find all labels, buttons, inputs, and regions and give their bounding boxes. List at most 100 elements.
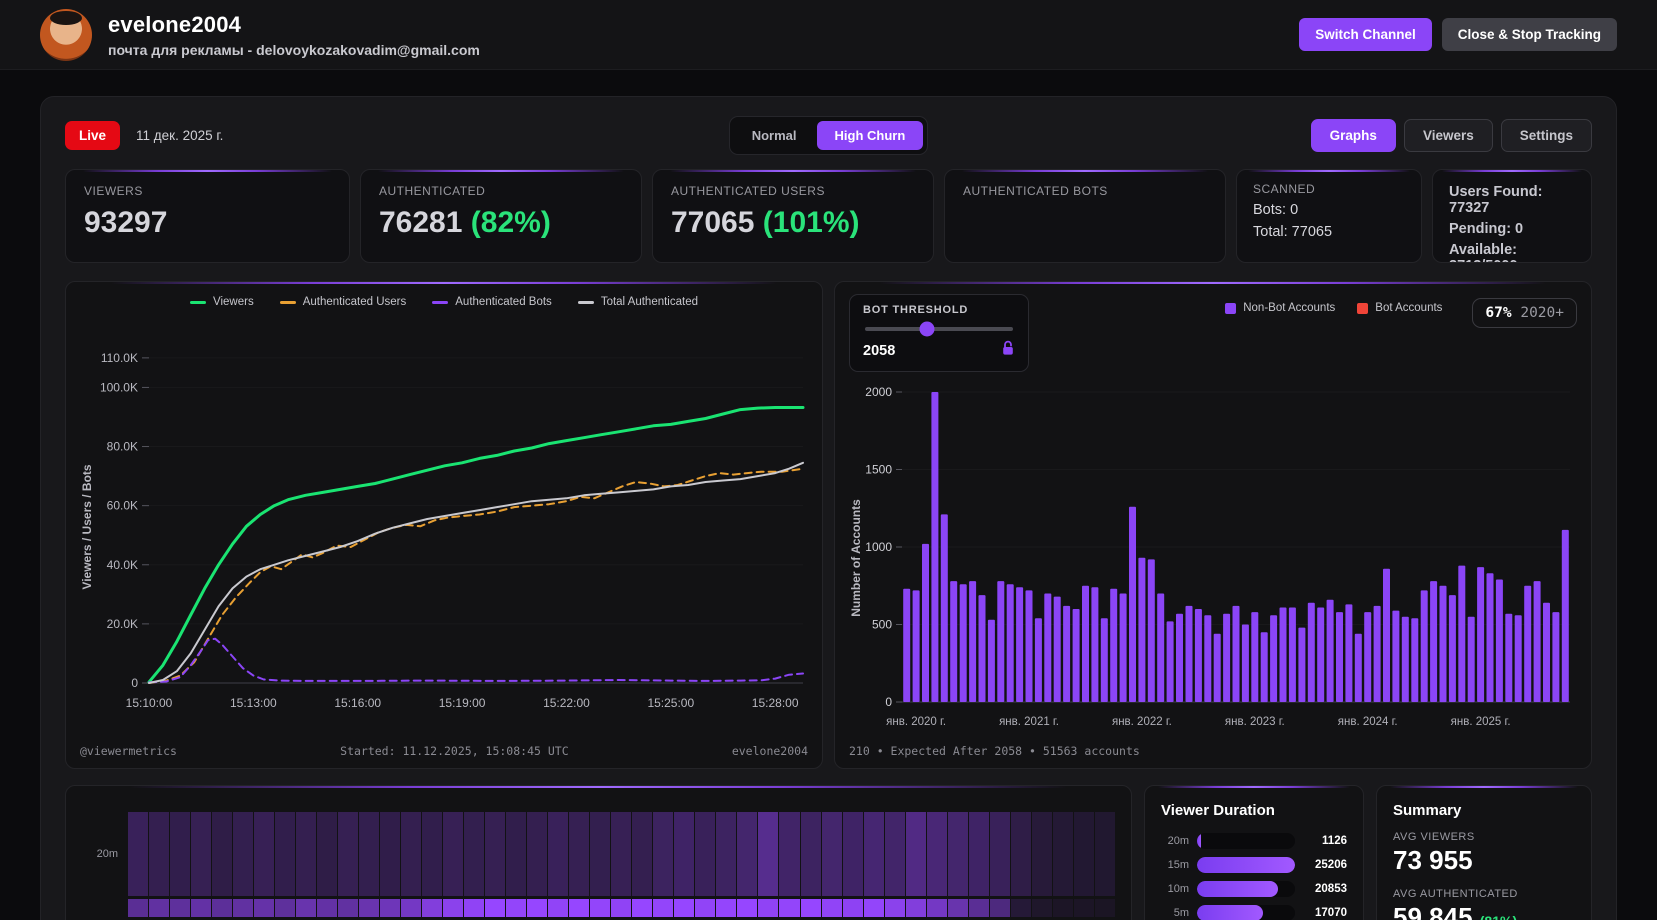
legend-item-non-bot-accounts[interactable]: Non-Bot Accounts [1225, 302, 1335, 314]
duration-value: 17070 [1315, 907, 1347, 919]
heatmap-row-labels: 20m [82, 812, 128, 920]
legend-item-authenticated-bots[interactable]: Authenticated Bots [432, 296, 552, 308]
legend-swatch [1357, 302, 1369, 314]
heatmap-cell [233, 899, 254, 917]
svg-text:Viewers / Users / Bots: Viewers / Users / Bots [80, 464, 94, 590]
heatmap-cell [758, 899, 779, 917]
svg-text:15:13:00: 15:13:00 [230, 696, 277, 710]
expected-accounts-footer: 210 • Expected After 2058 • 51563 accoun… [849, 744, 1140, 758]
heatmap-cell [275, 899, 296, 917]
heatmap-cell [254, 899, 275, 917]
series-viewers [147, 406, 805, 684]
line-chart-svg: 0 20.0K 40.0K 60.0K 80.0K 100.0K 110.0K 15:10:0… [80, 351, 805, 710]
legend-item-total-authenticated[interactable]: Total Authenticated [577, 296, 698, 308]
viewer-duration-title: Viewer Duration [1161, 802, 1275, 819]
switch-channel-button[interactable]: Switch Channel [1299, 18, 1432, 51]
mode-high-churn-button[interactable]: High Churn [816, 120, 924, 150]
duration-bar-fill [1197, 833, 1202, 849]
avg-authenticated-percent: (81%) [1480, 913, 1517, 920]
heatmap-cell [590, 812, 611, 896]
heatmap-cell [821, 812, 842, 896]
duration-label: 20m [1167, 835, 1189, 847]
heatmap-cell [359, 899, 380, 917]
stat-card-users-found: Users Found: 77327 Pending: 0 Available:… [1432, 169, 1592, 263]
stat-label: AUTHENTICATED BOTS [963, 184, 1108, 198]
legend-item-viewers[interactable]: Viewers [190, 296, 254, 308]
heatmap-cell [191, 899, 212, 917]
heatmap-cell [653, 812, 674, 896]
duration-bar-track [1197, 881, 1295, 897]
svg-text:0: 0 [131, 676, 138, 690]
bot-threshold-thumb[interactable] [919, 321, 935, 337]
legend-item-authenticated-users[interactable]: Authenticated Users [279, 296, 406, 308]
heatmap-cell [968, 812, 989, 896]
duration-bar-track [1197, 905, 1295, 920]
heatmap-cell [905, 899, 926, 917]
avg-viewers-value: 73 955 [1393, 845, 1473, 875]
heatmap-cell [317, 899, 338, 917]
heatmap-cell [758, 812, 779, 896]
close-stop-tracking-button[interactable]: Close & Stop Tracking [1441, 18, 1617, 51]
heatmap-cell [737, 812, 758, 896]
heatmap-row [128, 899, 1115, 917]
watermark-handle: @viewermetrics [80, 744, 177, 758]
svg-text:Number of Accounts: Number of Accounts [849, 499, 863, 617]
heatmap-row-label [82, 899, 128, 917]
tab-settings[interactable]: Settings [1500, 118, 1592, 152]
bot-threshold-slider[interactable] [865, 321, 1013, 337]
heatmap-cell [653, 899, 674, 917]
heatmap-cell [611, 812, 632, 896]
svg-text:янв. 2022 г.: янв. 2022 г. [1112, 716, 1172, 728]
heatmap-cell [989, 812, 1010, 896]
svg-text:1500: 1500 [865, 463, 892, 477]
legend-item-bot-accounts[interactable]: Bot Accounts [1357, 302, 1442, 314]
heatmap-cell [1094, 899, 1115, 917]
heatmap-cell [989, 899, 1010, 917]
svg-text:15:28:00: 15:28:00 [752, 696, 799, 710]
heatmap-cell [905, 812, 926, 896]
bar-series [903, 392, 1569, 703]
stat-value: 76281 [379, 206, 463, 239]
svg-text:1000: 1000 [865, 540, 892, 554]
bot-threshold-value: 2058 [863, 342, 896, 359]
mode-normal-button[interactable]: Normal [734, 121, 815, 150]
users-available: Available: 3713/5000 [1449, 242, 1518, 262]
series-authenticated-bots [148, 637, 804, 684]
duration-heatmap-panel: 20m [65, 785, 1132, 920]
heatmap-row-label: 20m [96, 848, 118, 860]
heatmap-cell [401, 899, 422, 917]
svg-text:15:10:00: 15:10:00 [126, 696, 173, 710]
heatmap-cell [569, 812, 590, 896]
duration-label: 15m [1167, 859, 1189, 871]
duration-bar-fill [1197, 857, 1295, 873]
heatmap-cell [821, 899, 842, 917]
heatmap-cell [296, 812, 317, 896]
svg-text:15:19:00: 15:19:00 [439, 696, 486, 710]
heatmap-cell [254, 812, 275, 896]
avg-authenticated-label: AVG AUTHENTICATED [1393, 888, 1518, 900]
heatmap-cell [128, 899, 149, 917]
heatmap-cell [1031, 812, 1052, 896]
bar-chart-panel: BOT THRESHOLD 2058 Non-Bot Accounts Bot A… [834, 281, 1592, 769]
svg-text:20.0K: 20.0K [107, 617, 138, 631]
controls-row: Live 11 дек. 2025 г. Normal High Churn G… [65, 115, 1592, 155]
duration-label: 10m [1167, 883, 1189, 895]
heatmap-cell [1073, 812, 1094, 896]
lock-open-icon[interactable] [1001, 340, 1015, 361]
tab-viewers[interactable]: Viewers [1403, 118, 1493, 152]
heatmap-cell [737, 899, 758, 917]
stat-label: SCANNED [1253, 182, 1316, 196]
heatmap-cell [674, 899, 695, 917]
channel-subtitle: почта для рекламы - delovoykozakovadim@g… [108, 41, 480, 58]
tab-graphs[interactable]: Graphs [1310, 118, 1396, 152]
bar-chart-svg: 0 500 1000 1500 2000 Number of Accounts янв. 2… [849, 385, 1570, 728]
duration-bar-fill [1197, 881, 1279, 897]
svg-text:янв. 2023 г.: янв. 2023 г. [1225, 716, 1285, 728]
heatmap-cell [506, 812, 527, 896]
heatmap-cell [527, 812, 548, 896]
svg-text:0: 0 [885, 695, 892, 709]
legend-swatch [577, 300, 594, 304]
stat-percent: (82%) [470, 206, 551, 239]
duration-value: 25206 [1315, 859, 1347, 871]
heatmap-cell [149, 899, 170, 917]
